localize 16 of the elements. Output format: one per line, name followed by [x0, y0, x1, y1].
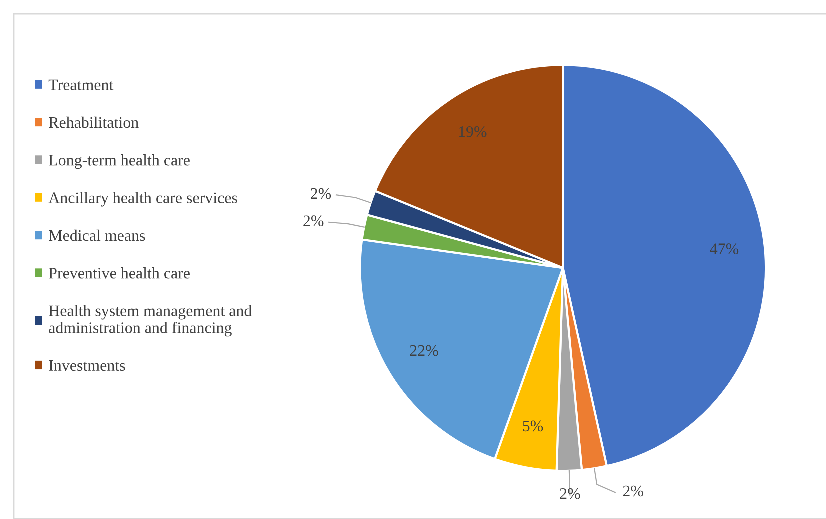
data-label: 47% [710, 244, 739, 254]
legend-label: Investments [49, 360, 126, 372]
data-label: 19% [459, 126, 487, 138]
data-label: 2% [560, 488, 580, 500]
data-label: 2% [623, 486, 644, 497]
data-label: 22% [410, 345, 438, 356]
legend-label: Preventive health care [49, 268, 190, 279]
legend-label: Treatment [48, 80, 114, 90]
legend-label: Rehabilitation [49, 116, 139, 128]
data-label: 5% [523, 420, 544, 432]
legend-label: Medical means [49, 230, 146, 242]
legend-label: Long-term health care [49, 154, 190, 170]
legend-label: Ancillary health care services [48, 192, 238, 207]
data-label: 2% [304, 216, 324, 226]
legend-label: Health system management and administration and financing [49, 305, 252, 337]
data-label: 2% [311, 188, 332, 200]
